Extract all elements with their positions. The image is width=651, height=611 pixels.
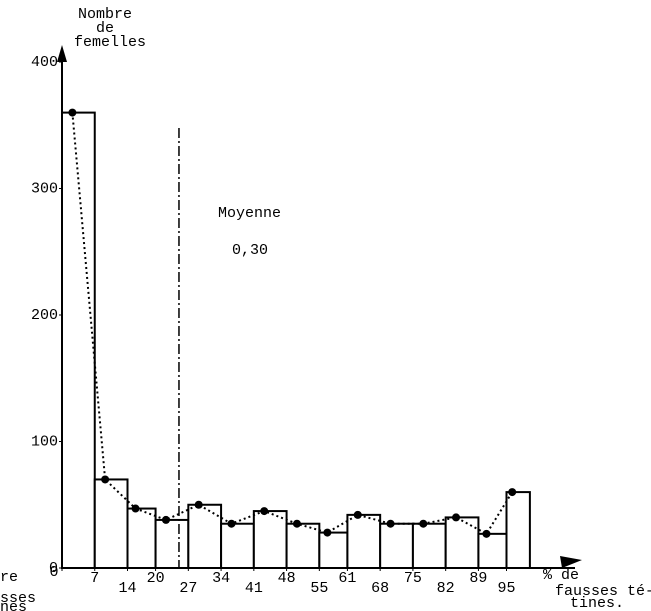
trend-dot xyxy=(131,504,140,513)
x-axis-label: fausses té- xyxy=(555,583,651,600)
x-arrow xyxy=(560,556,582,568)
trend-dot xyxy=(292,519,301,528)
bar xyxy=(285,522,321,569)
y-tick-label: 100 xyxy=(31,433,58,450)
left-fragment: sses xyxy=(0,590,36,607)
y-tick-label: 200 xyxy=(31,307,58,324)
x-tick-label: 48 xyxy=(278,570,296,587)
y-tick-label: 0 xyxy=(49,560,58,577)
x-tick-label: 7 xyxy=(90,570,99,587)
x-tick-label: 82 xyxy=(437,580,455,597)
bar xyxy=(93,478,129,570)
x-tick-label: 55 xyxy=(310,580,328,597)
trend-dot xyxy=(386,519,395,528)
bar xyxy=(379,522,414,569)
trend-line xyxy=(71,112,514,536)
trend-dot xyxy=(323,528,332,537)
y-axis-label: femelles xyxy=(74,34,146,51)
bar xyxy=(346,513,382,569)
x-tick-label: 20 xyxy=(147,570,165,587)
left-fragment: re xyxy=(0,569,18,586)
trend-dot xyxy=(482,529,491,538)
bar xyxy=(126,507,157,570)
bar xyxy=(61,111,96,569)
bar xyxy=(477,532,508,569)
x-tick-label: 89 xyxy=(469,570,487,587)
x-tick-label: 27 xyxy=(179,580,197,597)
x-axis-label: tines. xyxy=(570,595,624,611)
trend-dot xyxy=(194,500,203,509)
trend-dot xyxy=(101,475,110,484)
x-tick-label: 41 xyxy=(245,580,263,597)
bar xyxy=(154,518,190,569)
trend-dot xyxy=(260,507,269,516)
x-tick-label: 34 xyxy=(212,570,230,587)
x-tick-label: 68 xyxy=(371,580,389,597)
y-axis-label: de xyxy=(96,20,114,37)
y-tick-label: 300 xyxy=(31,180,58,197)
trend-dot xyxy=(161,515,170,524)
x-tick-label: 0 xyxy=(49,564,58,581)
mean-label: Moyenne xyxy=(218,205,281,222)
x-tick-label: 14 xyxy=(118,580,136,597)
trend-dot xyxy=(227,519,236,528)
y-arrow xyxy=(57,45,67,62)
bar xyxy=(444,516,480,570)
bar xyxy=(187,503,223,569)
bar xyxy=(411,522,447,569)
x-tick-label: 61 xyxy=(338,570,356,587)
trend-dot xyxy=(452,513,461,522)
x-tick-label: 75 xyxy=(404,570,422,587)
bar xyxy=(220,522,255,569)
left-fragment: nes xyxy=(0,599,27,611)
x-tick-label: 95 xyxy=(497,580,515,597)
trend-dot xyxy=(508,488,517,497)
y-axis-label: Nombre xyxy=(78,6,132,23)
bar xyxy=(505,491,531,570)
bar xyxy=(318,531,349,570)
bar xyxy=(252,510,288,570)
trend-dot xyxy=(68,108,77,117)
mean-value: 0,30 xyxy=(232,242,268,259)
x-axis-label: % de xyxy=(543,567,579,584)
trend-dot xyxy=(353,510,362,519)
y-tick-label: 400 xyxy=(31,54,58,71)
trend-dot xyxy=(419,519,428,528)
